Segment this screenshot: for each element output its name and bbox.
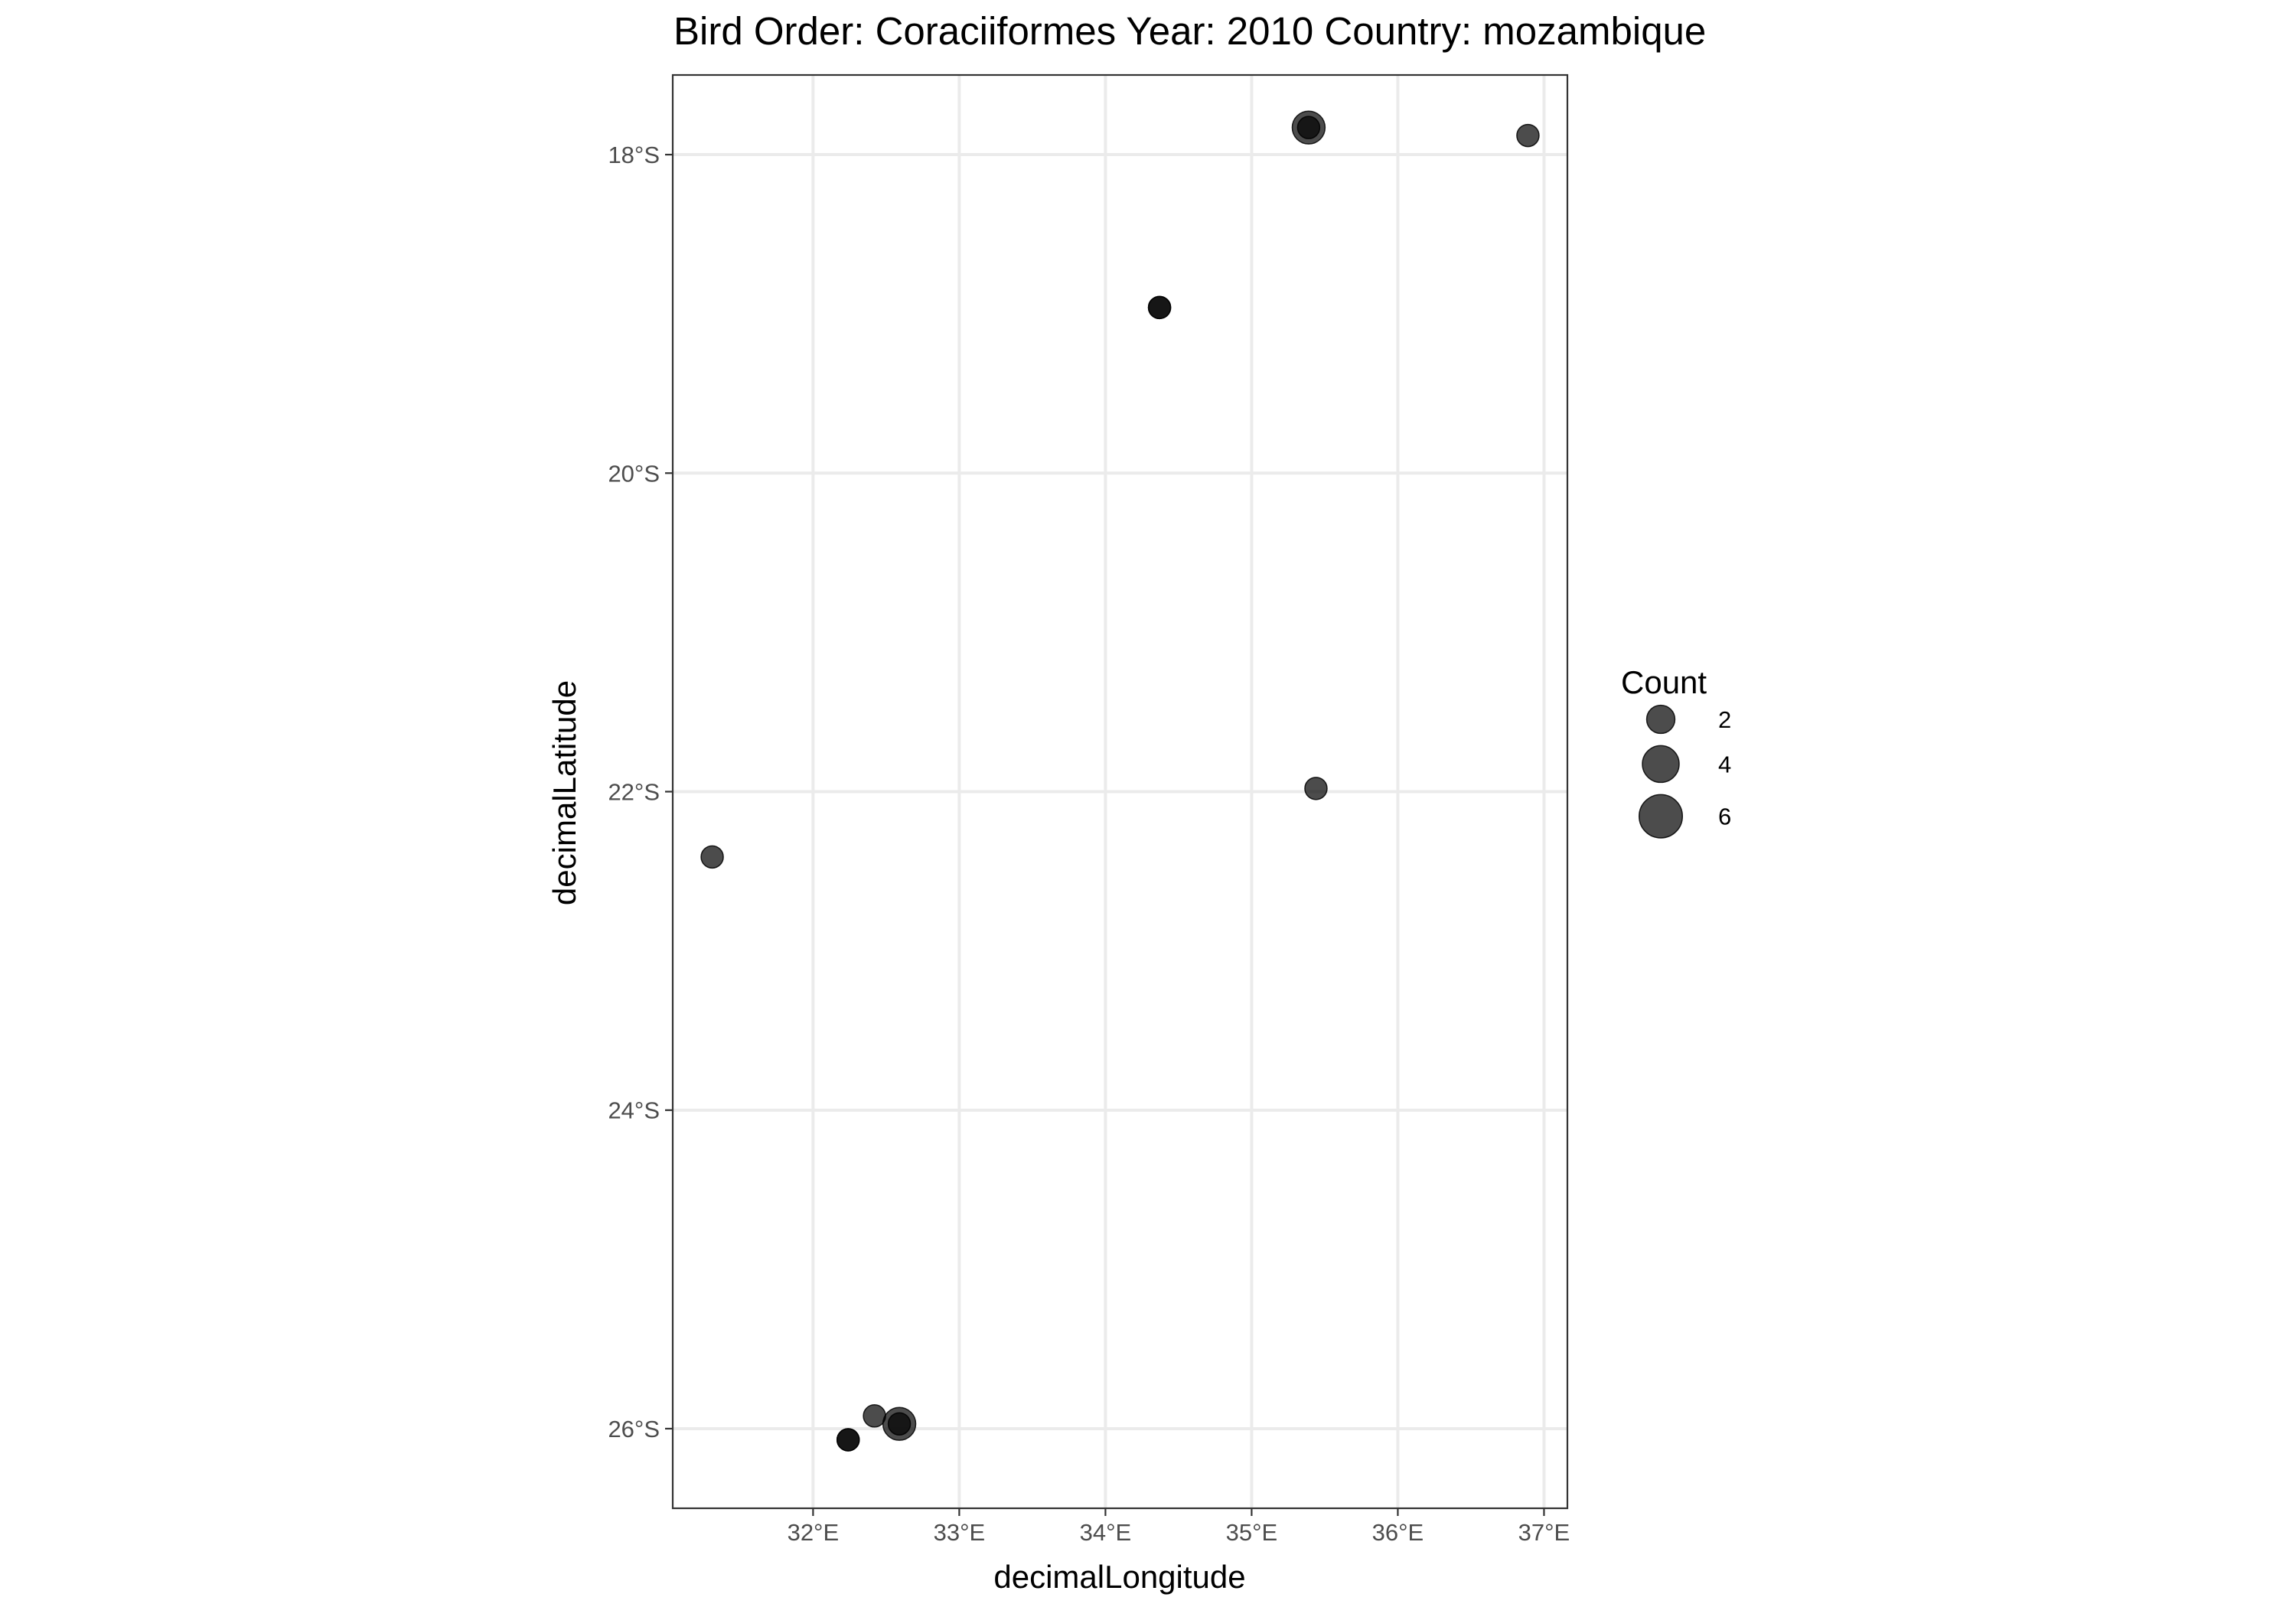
data-point: [863, 1404, 886, 1428]
y-tick-label: 20°S: [608, 460, 660, 487]
legend-key: [1645, 704, 1676, 735]
y-axis-title: decimalLatitude: [546, 680, 582, 905]
data-point: [887, 1412, 912, 1436]
legend-label: 2: [1718, 706, 1731, 733]
y-tick-label: 26°S: [608, 1416, 660, 1442]
x-tick-label: 37°E: [1518, 1519, 1570, 1546]
data-point: [1516, 123, 1540, 148]
data-points: [700, 110, 1540, 1452]
legend-key: [1642, 745, 1680, 784]
x-tick-label: 33°E: [934, 1519, 986, 1546]
y-axis: 18°S 20°S 22°S 24°S 26°S: [608, 142, 673, 1442]
legend-label: 6: [1718, 804, 1731, 830]
legend-key: [1638, 794, 1684, 839]
legend-label: 4: [1718, 751, 1731, 777]
data-point: [1304, 777, 1328, 800]
x-tick-label: 34°E: [1080, 1519, 1132, 1546]
x-axis-title: decimalLongitude: [993, 1559, 1245, 1595]
y-tick-label: 24°S: [608, 1097, 660, 1124]
chart-title: Bird Order: Coraciiformes Year: 2010 Cou…: [673, 9, 1706, 53]
y-tick-label: 18°S: [608, 142, 660, 168]
legend-entries: 2 4 6: [1638, 704, 1731, 839]
x-tick-label: 35°E: [1226, 1519, 1278, 1546]
grid-lines: [673, 75, 1567, 1508]
data-point: [836, 1428, 860, 1452]
x-tick-label: 32°E: [788, 1519, 840, 1546]
x-axis: 32°E 33°E 34°E 35°E 36°E 37°E: [788, 1508, 1570, 1546]
plot-area: [671, 73, 1569, 1510]
legend: Count 2 4 6: [1621, 664, 1731, 839]
legend-title: Count: [1621, 664, 1707, 700]
x-tick-label: 36°E: [1372, 1519, 1424, 1546]
y-tick-label: 22°S: [608, 779, 660, 806]
data-point: [1296, 116, 1321, 139]
data-point: [700, 845, 724, 869]
data-point: [1147, 295, 1172, 320]
